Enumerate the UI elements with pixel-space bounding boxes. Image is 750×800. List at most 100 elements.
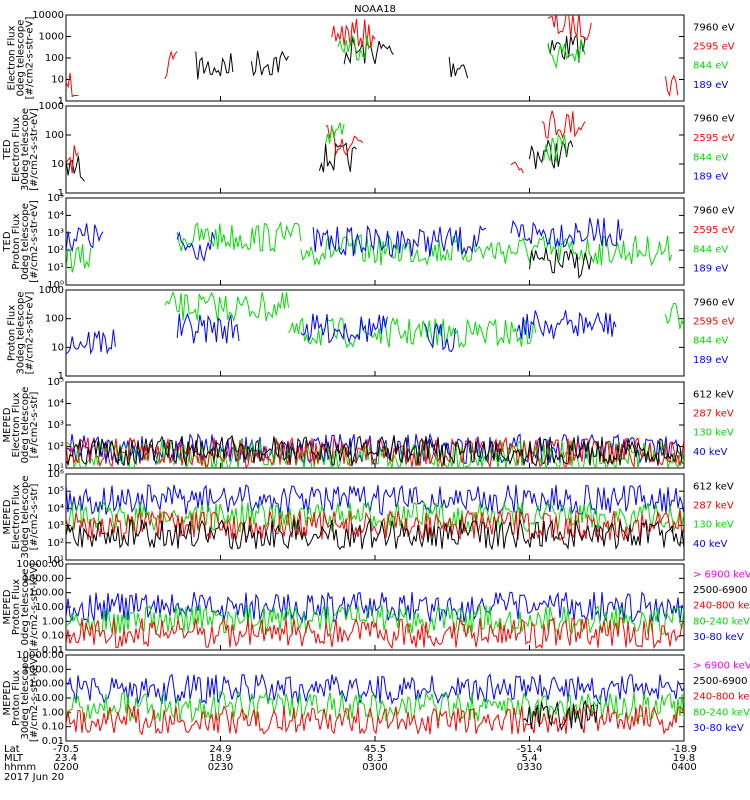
y-axis-label-line: 0deg telescope [20, 569, 31, 646]
legend-entry: 7960 eV [693, 297, 735, 308]
series-trace-844-ev [337, 34, 370, 61]
y-tick-label: 10.00 [35, 602, 64, 613]
series-trace-2595-ev [547, 15, 592, 41]
series-trace-612-kev [66, 434, 684, 467]
y-tick-label: 10⁶ [47, 469, 64, 480]
series-trace-189-ev [423, 322, 456, 353]
legend-entry: 2500-6900 [693, 676, 748, 687]
series-trace-240-800-kev [66, 617, 684, 650]
footer-hhmm-value: 0300 [362, 762, 387, 773]
y-tick-label: 10¹ [47, 463, 64, 474]
y-tick-label: 10000.00 [16, 650, 64, 661]
y-tick-label: 10⁴ [47, 210, 64, 221]
y-tick-label: 100 [45, 314, 64, 325]
legend-entry: 2595 eV [693, 42, 735, 53]
y-tick-label: 10² [47, 442, 64, 453]
y-tick-label: 10000.00 [16, 559, 64, 570]
footer-mlt-value: 18.9 [209, 753, 231, 764]
legend-entry: 80-240 keV [693, 707, 750, 718]
legend-entry: 844 eV [693, 61, 728, 72]
legend-entry: 240-800 keV [693, 601, 750, 612]
y-tick-label: 100.00 [29, 588, 64, 599]
series-trace-2595-ev [164, 50, 178, 80]
y-axis-label-line: 30deg telescope [16, 291, 27, 374]
figure-title: NOAA18 [354, 4, 396, 15]
footer-mlt-value: 19.8 [673, 753, 695, 764]
footer-hhmm-value: 0330 [517, 762, 542, 773]
y-axis-label-line: [#/cm2-s-str-eV] [29, 200, 40, 283]
y-axis-label-line: Electron Flux [11, 117, 22, 182]
series-trace-189-ev [66, 223, 104, 253]
series-trace-844-ev [66, 244, 92, 273]
y-tick-label: 100.00 [29, 679, 64, 690]
panel-frame [65, 14, 685, 102]
legend-entry: 287 keV [693, 501, 734, 512]
footer-hhmm-value: 0230 [208, 762, 233, 773]
y-axis-label-line: [#/cm2-s-str-eV] [25, 292, 36, 375]
y-tick-label: 1.00 [42, 616, 64, 627]
y-tick-label: 1 [58, 188, 64, 199]
series-trace-2595-ev [665, 74, 679, 98]
y-axis-label-line: Electron Flux [7, 25, 18, 90]
y-tick-label: 1000 [39, 32, 64, 43]
series-trace-7960-ev [529, 248, 592, 279]
series-trace-2500-6900 [522, 700, 598, 732]
series-trace-844-ev [288, 316, 537, 349]
legend-entry: 7960 eV [693, 22, 735, 33]
legend-entry: 130 keV [693, 520, 734, 531]
legend-entry: 2595 eV [693, 225, 735, 236]
y-axis-label-line: 0deg telescope [20, 387, 31, 464]
footer-mlt-value: 23.4 [55, 753, 77, 764]
legend-entry: 240-800 keV [693, 692, 750, 703]
y-tick-label: 10³ [47, 521, 64, 532]
legend-entry: 2595 eV [693, 317, 735, 328]
footer-row-label: MLT [4, 753, 24, 764]
series-trace-844-ev [176, 220, 302, 253]
y-tick-label: 1000.00 [23, 573, 64, 584]
legend-entry: 7960 eV [693, 206, 735, 217]
legend-entry: 40 keV [693, 447, 727, 458]
y-tick-label: 100 [45, 130, 64, 141]
y-axis-label-line: Proton Flux [11, 579, 22, 635]
y-tick-label: 1 [58, 96, 64, 107]
series-trace-7960-ev [195, 51, 234, 80]
legend-entry: 2500-6900 [693, 585, 748, 596]
y-axis-label-line: MEPED [2, 407, 13, 442]
y-axis-label-line: 0deg telescope [20, 203, 31, 280]
series-trace-240-800-kev [66, 703, 684, 736]
series-trace-844-ev [541, 132, 568, 163]
y-tick-label: 10² [47, 538, 64, 549]
footer-date: 2017 Jun 20 [4, 772, 64, 783]
y-tick-label: 0.10 [42, 631, 64, 642]
series-trace-130-kev [66, 501, 684, 534]
y-axis-label-line: 30deg telescope [20, 108, 31, 191]
y-axis-label-line: TED [2, 231, 13, 252]
legend-entry: 30-80 keV [693, 632, 744, 643]
y-axis-label-line: [#/cm2-s-str] [29, 391, 40, 458]
y-tick-label: 10⁵ [47, 486, 64, 497]
y-tick-label: 10³ [47, 228, 64, 239]
series-trace-189-ev [516, 310, 617, 340]
panel-7: 0.01 0.10 1.00 10.00 100.00 1000.00 10000.00 ME… [2, 559, 750, 656]
panel-frame [65, 105, 685, 194]
footer-mlt-value: 8.3 [367, 753, 383, 764]
y-tick-label: 10.00 [35, 693, 64, 704]
footer-mlt-value: 5.4 [522, 753, 538, 764]
series-trace-844-ev [300, 234, 673, 267]
legend-entry: 844 eV [693, 152, 728, 163]
series-trace-80-240-kev [66, 690, 684, 724]
legend-entry: 612 keV [693, 481, 734, 492]
y-axis-label-line: MEPED [2, 589, 13, 624]
y-tick-label: 1000 [39, 285, 64, 296]
legend-entry: 7960 eV [693, 114, 735, 125]
series-trace-2595-ev [66, 145, 79, 174]
series-trace-7960-ev [250, 50, 289, 77]
series-trace-30-80-kev [66, 591, 684, 624]
